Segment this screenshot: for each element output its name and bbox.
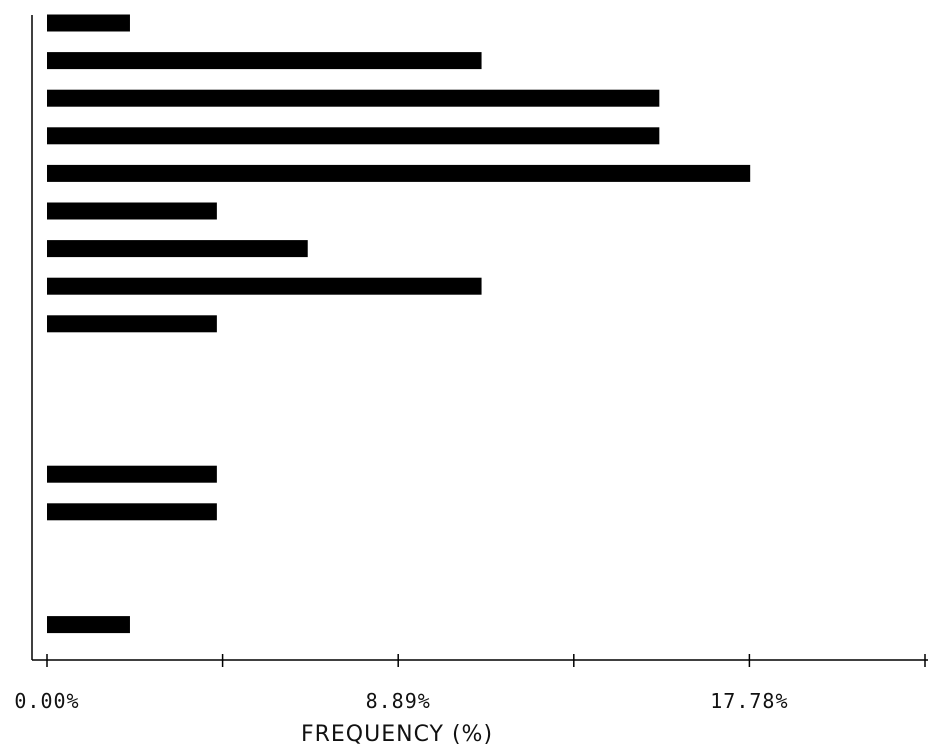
bar-17 [47, 616, 130, 634]
bar-2 [47, 52, 482, 70]
bar-4 [47, 127, 660, 145]
bar-1 [47, 14, 130, 32]
bar-3 [47, 89, 660, 107]
bar-5 [47, 164, 751, 182]
x-tick-label: 0.00% [14, 689, 79, 713]
x-tick-label: 17.78% [710, 689, 788, 713]
bar-14 [47, 503, 217, 521]
x-axis-title: FREQUENCY (%) [301, 722, 493, 747]
x-tick-label: 8.89% [366, 689, 431, 713]
bars-group [47, 14, 751, 634]
bar-8 [47, 277, 482, 295]
bar-6 [47, 202, 217, 220]
bar-9 [47, 315, 217, 333]
bar-13 [47, 465, 217, 483]
bar-7 [47, 240, 308, 258]
x-axis-ticks: 0.00% 8.89% 17.78% [14, 654, 926, 713]
